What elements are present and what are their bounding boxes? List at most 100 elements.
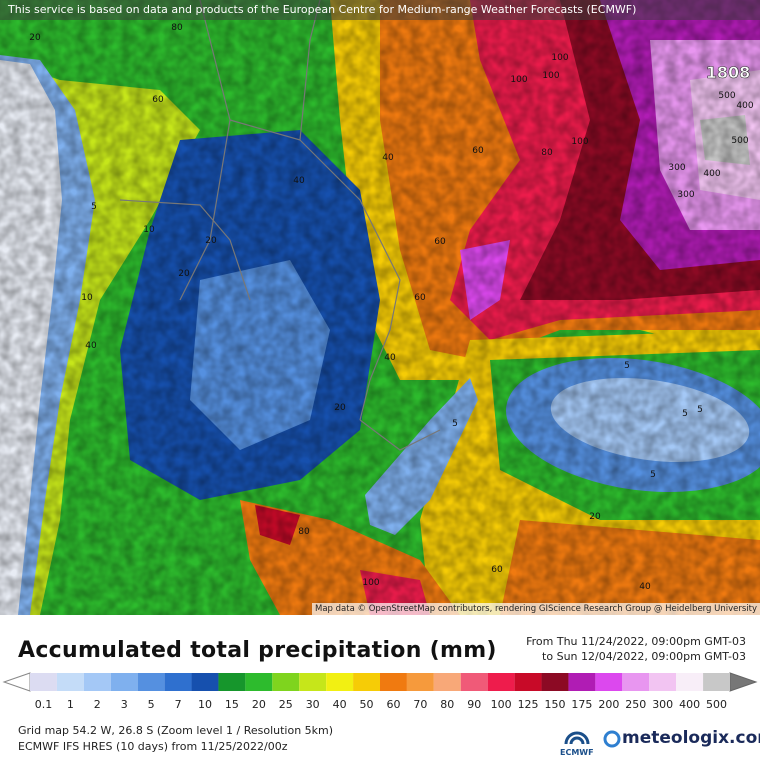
scale-cell <box>487 673 515 691</box>
scale-cell <box>353 673 380 691</box>
scale-label: 500 <box>706 698 727 711</box>
scale-cell <box>676 673 704 691</box>
map-label: 5 <box>91 202 97 212</box>
scale-cell <box>541 673 569 691</box>
grid-info: Grid map 54.2 W, 26.8 S (Zoom level 1 / … <box>18 724 334 737</box>
border <box>359 419 441 451</box>
scale-label: 25 <box>279 698 293 711</box>
scale-label: 0.1 <box>35 698 53 711</box>
scale-cell <box>568 673 596 691</box>
scale-cell <box>299 673 327 691</box>
map-label: 80 <box>298 527 310 537</box>
map-label: 5 <box>697 405 703 415</box>
scale-label: 1 <box>67 698 74 711</box>
map-label: 100 <box>542 71 559 81</box>
scale-label: 15 <box>225 698 239 711</box>
scale-cell <box>245 673 273 691</box>
scale-label: 10 <box>198 698 212 711</box>
icon-arc <box>564 731 590 745</box>
period-to: to Sun 12/04/2022, 09:00pm GMT-03 <box>542 650 746 663</box>
map-label: 40 <box>85 341 97 351</box>
border <box>119 199 251 301</box>
map-label: 80 <box>541 148 553 158</box>
ecmwf-logo: ECMWF <box>560 748 594 757</box>
scale-cell <box>595 673 623 691</box>
model-info: ECMWF IFS HRES (10 days) from 11/25/2022… <box>18 740 288 753</box>
scale-label: 90 <box>467 698 481 711</box>
scale-label: 175 <box>571 698 592 711</box>
service-notice: This service is based on data and produc… <box>0 0 760 20</box>
brand: meteologix.com <box>622 728 760 748</box>
map-label: 5 <box>650 470 656 480</box>
scale-arrow-left <box>2 672 31 692</box>
map-label: 5 <box>624 361 630 371</box>
scale-label: 70 <box>413 698 427 711</box>
scale-cell <box>514 673 542 691</box>
map-label: 40 <box>639 582 651 592</box>
scale-label: 250 <box>625 698 646 711</box>
scale-cell <box>703 673 730 691</box>
period-from: From Thu 11/24/2022, 09:00pm GMT-03 <box>526 635 746 648</box>
map-label: 20 <box>178 269 190 279</box>
title: Accumulated total precipitation (mm) <box>18 638 497 663</box>
scale-label: 125 <box>518 698 539 711</box>
map-label: 100 <box>571 137 588 147</box>
scale-cell <box>110 673 138 691</box>
scale-cell <box>326 673 354 691</box>
map-label: 5 <box>682 409 688 419</box>
map-label: 100 <box>362 578 379 588</box>
scale-label: 7 <box>175 698 182 711</box>
scale-label: 80 <box>440 698 454 711</box>
map-label: 20 <box>589 512 601 522</box>
map-label: 100 <box>510 75 527 85</box>
scale-cell <box>460 673 488 691</box>
map-label: 1808 <box>706 63 751 82</box>
scale-cell <box>622 673 650 691</box>
scale-label: 400 <box>679 698 700 711</box>
ecmwf-icon <box>564 731 590 745</box>
map-label: 80 <box>171 23 183 33</box>
map-label: 400 <box>736 101 753 111</box>
map-label: 300 <box>677 190 694 200</box>
scale-label: 30 <box>306 698 320 711</box>
scale-cell <box>406 673 434 691</box>
scale-label: 20 <box>252 698 266 711</box>
scale-cell <box>380 673 407 691</box>
scale-cell <box>83 673 111 691</box>
brand-icon <box>603 730 621 748</box>
map-label: 400 <box>703 169 720 179</box>
map-label: 40 <box>382 153 394 163</box>
scale-label: 100 <box>491 698 512 711</box>
border <box>299 139 401 421</box>
map-label: 60 <box>414 293 426 303</box>
scale-cell <box>191 673 219 691</box>
map-label: 100 <box>551 53 568 63</box>
scale-cell <box>649 673 677 691</box>
brand-ring <box>603 730 621 748</box>
scale-cell <box>137 673 165 691</box>
scale-label: 5 <box>148 698 155 711</box>
map-label: 40 <box>293 176 305 186</box>
map-label: 10 <box>143 225 155 235</box>
scale-cell <box>30 673 57 691</box>
map-label: 5 <box>452 419 458 429</box>
scale-cell <box>164 673 192 691</box>
scale-label: 300 <box>652 698 673 711</box>
border <box>179 0 231 301</box>
map-label: 500 <box>731 136 748 146</box>
scale-cell <box>56 673 84 691</box>
scale-cell <box>272 673 300 691</box>
map-label: 20 <box>29 33 41 43</box>
scale-label: 50 <box>360 698 374 711</box>
scale-label: 3 <box>121 698 128 711</box>
scale-label: 150 <box>545 698 566 711</box>
scale-cell <box>433 673 461 691</box>
map-label: 60 <box>152 95 164 105</box>
scale-arrow-right <box>729 672 758 692</box>
color-scale: 0.1 1 2 3 5 7 10 15 20 25 30 40 50 60 70 80 90 100 125 150 1… <box>2 672 758 711</box>
icon-arc <box>569 736 585 745</box>
map-label: 300 <box>668 163 685 173</box>
